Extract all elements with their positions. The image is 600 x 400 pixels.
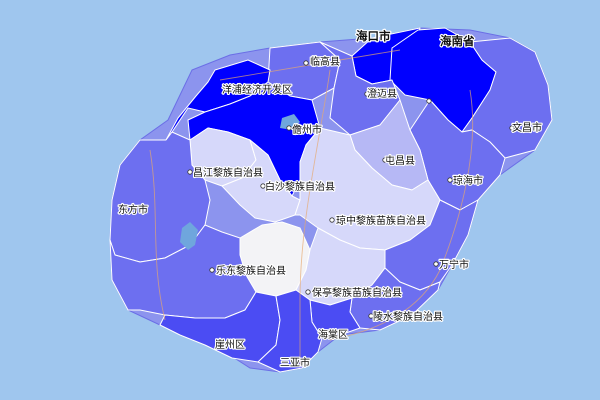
label-qionghai: 琼海市 <box>453 174 483 187</box>
label-chengmai: 澄迈县 <box>367 87 397 100</box>
road-central <box>299 69 331 365</box>
label-haitang: 海棠区 <box>318 328 348 341</box>
label-yazhou: 崖州区 <box>215 339 245 351</box>
city-dot-qiongzhong <box>329 217 335 223</box>
label-hainan-province: 海南省 <box>440 34 475 48</box>
label-danzhou: 儋州市 <box>292 123 322 136</box>
label-yangpu: 洋浦经济开发区 <box>222 83 292 96</box>
label-sanya: 三亚市 <box>280 356 310 369</box>
city-dot-changjiang <box>187 169 193 175</box>
label-qiongzhong: 琼中黎族苗族自治县 <box>336 214 426 227</box>
city-dot-tunchang <box>382 157 388 163</box>
road-west <box>149 149 166 321</box>
city-dot-baisha <box>260 183 266 189</box>
city-dot-danzhou <box>286 125 292 131</box>
label-lingao: 临高县 <box>310 55 340 68</box>
label-baoting: 保亭黎族苗族自治县 <box>312 286 402 299</box>
city-dot-lingshui <box>368 313 374 319</box>
label-wanning: 万宁市 <box>439 258 469 271</box>
city-dot-wenchang <box>509 125 515 131</box>
road-north <box>219 49 401 81</box>
city-dot-ledong <box>209 267 215 273</box>
reservoir-lake <box>180 222 198 250</box>
label-tunchang: 屯昌县 <box>385 154 415 167</box>
city-dot-qionghai <box>447 177 453 183</box>
label-ledong: 乐东黎族自治县 <box>216 264 286 277</box>
label-dongfang: 东方市 <box>118 203 148 216</box>
label-haikou: 海口市 <box>356 29 391 43</box>
label-lingshui: 陵水黎族自治县 <box>373 310 443 323</box>
city-dot-hainan <box>426 98 432 104</box>
city-dot-baoting <box>305 289 311 295</box>
city-dot-lingao <box>303 60 309 66</box>
region-ledong-west[interactable] <box>109 224 257 319</box>
region-sanya[interactable] <box>257 289 323 373</box>
city-dot-dongfang <box>123 207 129 213</box>
city-dot-wanning <box>433 261 439 267</box>
songtao-reservoir <box>280 114 300 130</box>
label-changjiang: 昌江黎族自治县 <box>193 166 263 179</box>
label-baisha: 白沙黎族自治县 <box>265 180 335 193</box>
city-dot-chengmai <box>364 91 370 97</box>
region-baisha[interactable] <box>221 139 301 223</box>
label-wenchang: 文昌市 <box>512 121 542 134</box>
road-east <box>329 89 474 341</box>
